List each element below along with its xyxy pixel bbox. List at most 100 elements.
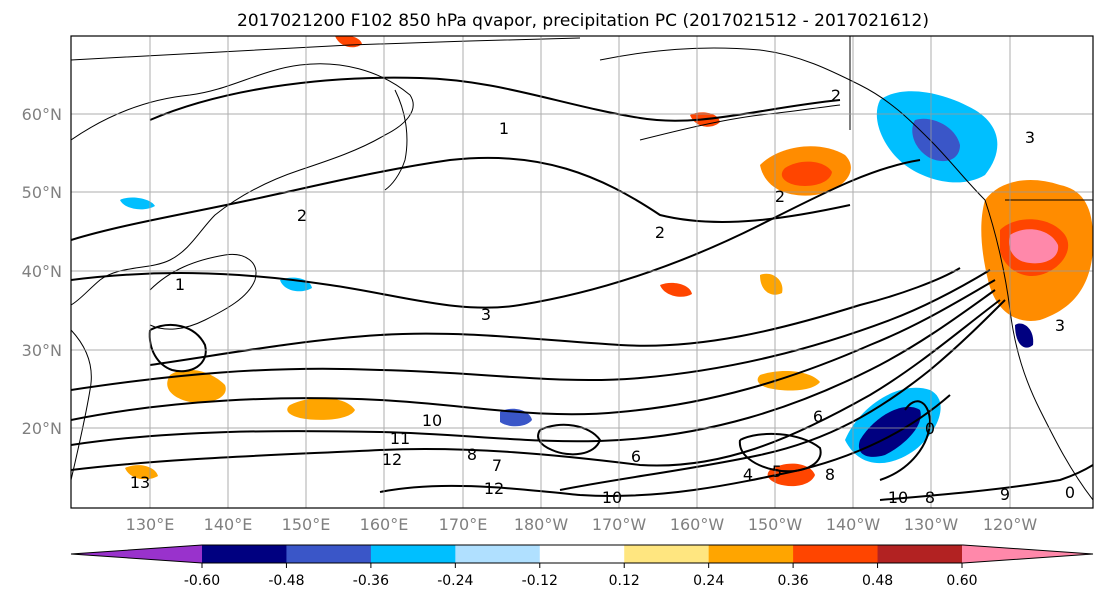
precip-area-small-5 (120, 197, 155, 210)
contour-label: 0 (1065, 483, 1075, 502)
colorbar-tick-label: 0.36 (778, 573, 809, 589)
coastlines (71, 36, 1093, 501)
contour-labels: 1 1 2 2 2 2 3 3 11 10 12 7 8 12 6 6 4 5 … (130, 86, 1075, 507)
graticule (71, 36, 1093, 508)
precip-area-gulf-core (781, 161, 832, 186)
contour-label: 10 (422, 411, 442, 430)
colorbar-swatch (71, 545, 202, 563)
contour-label: 12 (484, 479, 504, 498)
colorbar-tick-label: 0.60 (946, 573, 977, 589)
contour-label: 8 (925, 488, 935, 507)
lat-label: 30°N (22, 341, 62, 360)
contour-label: 1 (175, 275, 185, 294)
lon-label: 180°W (514, 515, 569, 534)
contour-label: 10 (602, 488, 622, 507)
contour-label: 10 (888, 488, 908, 507)
coastline-china (71, 329, 92, 481)
contour-label: 2 (831, 86, 841, 105)
contour-label: 1 (499, 119, 509, 138)
contour-6 (71, 279, 996, 421)
map-title: 2017021200 F102 850 hPa qvapor, precipit… (237, 11, 929, 31)
colorbar-swatch (202, 545, 287, 563)
colorbar-tick-label: -0.60 (184, 573, 220, 589)
contour-label: 0 (925, 419, 935, 438)
contour-9 (559, 299, 1006, 491)
contour-3 (71, 159, 921, 309)
coastline-namerica (984, 199, 1093, 501)
coastline-aleutians (639, 104, 841, 141)
lon-label: 170°E (439, 515, 488, 534)
colorbar-tick-label: -0.48 (268, 573, 304, 589)
colorbar-tick-label: -0.36 (353, 573, 389, 589)
colorbar-tick-label: -0.24 (437, 573, 473, 589)
colorbar-swatches (71, 545, 1093, 563)
colorbar-tick-label: 0.12 (609, 573, 640, 589)
colorbar-swatch (455, 545, 541, 563)
lat-label: 50°N (22, 183, 62, 202)
lat-labels: 60°N 50°N 40°N 30°N 20°N (22, 105, 62, 438)
precip-area-max (1009, 229, 1059, 264)
colorbar-tick-label: 0.24 (693, 573, 724, 589)
contour-8 (71, 299, 1001, 471)
contour-label: 3 (1025, 128, 1035, 147)
coastline-japan (149, 253, 257, 330)
contour-14 (537, 423, 602, 456)
contour-label: 4 (743, 465, 753, 484)
precip-area-small-9 (1015, 323, 1034, 348)
contour-15 (738, 432, 822, 473)
precip-area-alaska-core (912, 118, 960, 162)
contour-label: 3 (1055, 316, 1065, 335)
colorbar-tick-label: -0.12 (522, 573, 558, 589)
contour-label: 8 (825, 465, 835, 484)
map-panel: 1 1 2 2 2 2 3 3 11 10 12 7 8 12 6 6 4 5 … (70, 35, 1094, 509)
contour-4 (149, 267, 961, 366)
contour-7 (71, 289, 996, 446)
colorbar-ticks: -0.60 -0.48 -0.36 -0.24 -0.12 0.12 0.24 0.36 0.4… (184, 563, 978, 589)
contour-13 (148, 324, 207, 373)
colorbar-swatch (370, 545, 456, 563)
lon-label: 130°W (904, 515, 959, 534)
colorbar: -0.60 -0.48 -0.36 -0.24 -0.12 0.12 0.24 0.36 0.4… (70, 544, 1094, 589)
coastline-asia (71, 63, 414, 306)
contour-label: 9 (1000, 485, 1010, 504)
lon-label: 160°E (360, 515, 409, 534)
precip-area-band-2 (287, 398, 355, 420)
lon-label: 140°E (204, 515, 253, 534)
contour-1 (149, 76, 841, 122)
lat-label: 60°N (22, 105, 62, 124)
colorbar-swatch (962, 545, 1093, 563)
coastline-siberia (71, 37, 581, 61)
colorbar-swatch (877, 545, 963, 563)
precip-area-small-8 (660, 282, 692, 297)
qvapor-contours (71, 76, 1093, 501)
contour-label: 6 (631, 447, 641, 466)
precip-area-band-3 (757, 370, 820, 391)
lat-label: 20°N (22, 419, 62, 438)
contour-label: 8 (467, 445, 477, 464)
contour-10 (379, 394, 951, 497)
contour-12 (879, 400, 932, 481)
colorbar-swatch (539, 545, 625, 563)
contour-label: 2 (655, 223, 665, 242)
precip-area-small-2 (760, 273, 783, 295)
coastline-kamchatka (384, 89, 408, 191)
contour-label: 2 (297, 206, 307, 225)
contour-label: 5 (772, 462, 782, 481)
lon-label: 140°W (826, 515, 881, 534)
lon-label: 130°E (126, 515, 175, 534)
lon-label: 120°W (983, 515, 1038, 534)
lon-label: 150°E (282, 515, 331, 534)
colorbar-swatch (286, 545, 372, 563)
contour-5 (71, 269, 991, 391)
contour-label: 2 (775, 187, 785, 206)
precip-area-band-1 (167, 369, 226, 403)
contour-label: 13 (130, 473, 150, 492)
lat-label: 40°N (22, 262, 62, 281)
contour-11 (879, 464, 1093, 501)
contour-label: 6 (813, 407, 823, 426)
colorbar-swatch (793, 545, 879, 563)
colorbar-swatch (624, 545, 710, 563)
lon-label: 150°W (748, 515, 803, 534)
contour-2 (71, 156, 851, 241)
